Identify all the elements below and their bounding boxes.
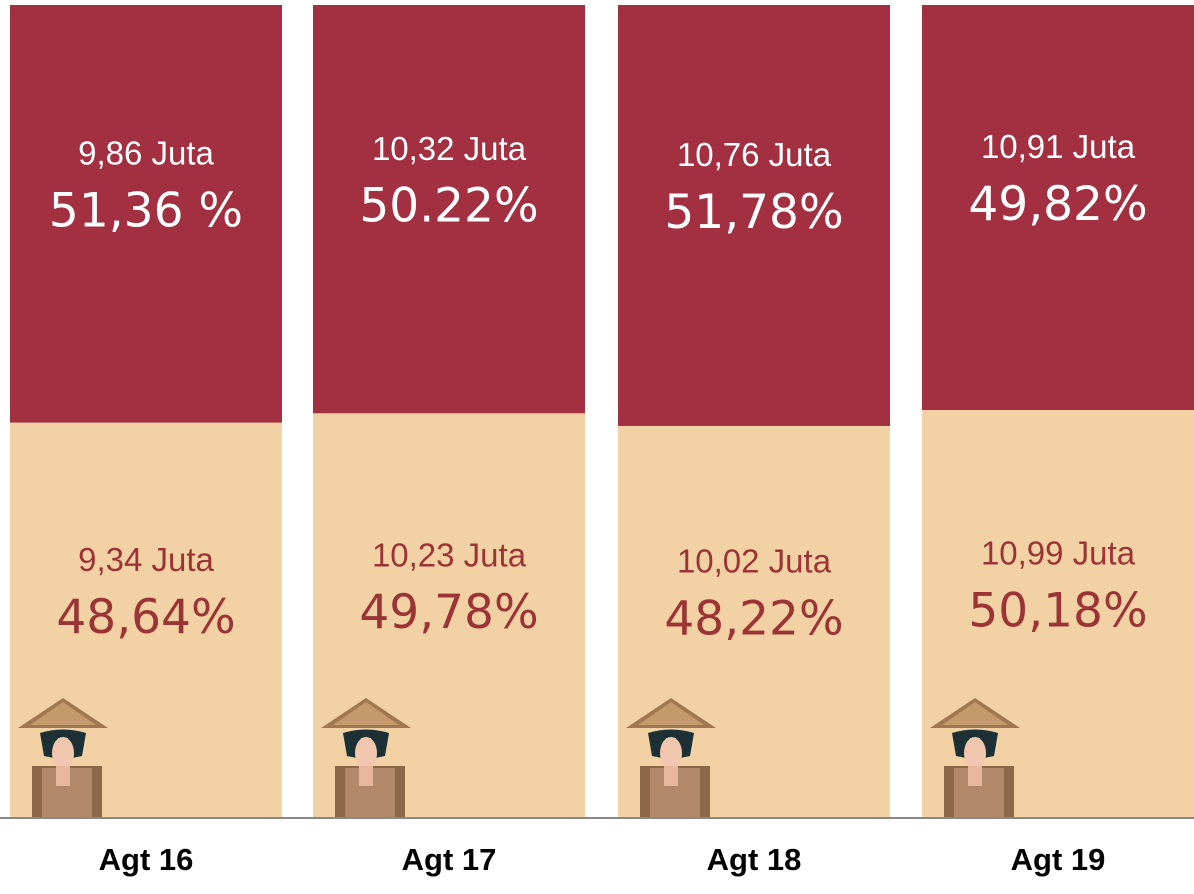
bar-segment [313, 5, 585, 414]
amount-label: 10,02 Juta [677, 543, 832, 580]
amount-label: 9,86 Juta [78, 134, 214, 171]
amount-label: 10,23 Juta [372, 536, 527, 573]
bar-segment [10, 5, 282, 423]
amount-label: 10,76 Juta [677, 136, 832, 173]
bar-segment [922, 5, 1194, 411]
bar-segment [618, 5, 890, 426]
value-label: 51,36 % [49, 183, 243, 238]
amount-label: 10,99 Juta [981, 535, 1136, 572]
value-label: 48,64% [56, 590, 235, 645]
x-tick-label: Agt 17 [402, 842, 497, 877]
value-label: 50,18% [968, 584, 1147, 639]
value-label: 50.22% [359, 179, 538, 234]
value-label: 49,78% [359, 585, 538, 640]
amount-label: 10,91 Juta [981, 128, 1136, 165]
amount-label: 9,34 Juta [78, 541, 214, 578]
x-tick-label: Agt 16 [99, 842, 194, 877]
x-tick-label: Agt 18 [707, 842, 802, 877]
plot-area: 9,34 Juta 48,64% 9,86 Juta 51,36 % Agt 16 10,… [10, 5, 1194, 877]
value-label: 48,22% [664, 591, 843, 646]
value-label: 51,78% [664, 185, 843, 240]
x-tick-label: Agt 19 [1011, 842, 1106, 877]
amount-label: 10,32 Juta [372, 130, 527, 167]
value-label: 49,82% [968, 177, 1147, 232]
